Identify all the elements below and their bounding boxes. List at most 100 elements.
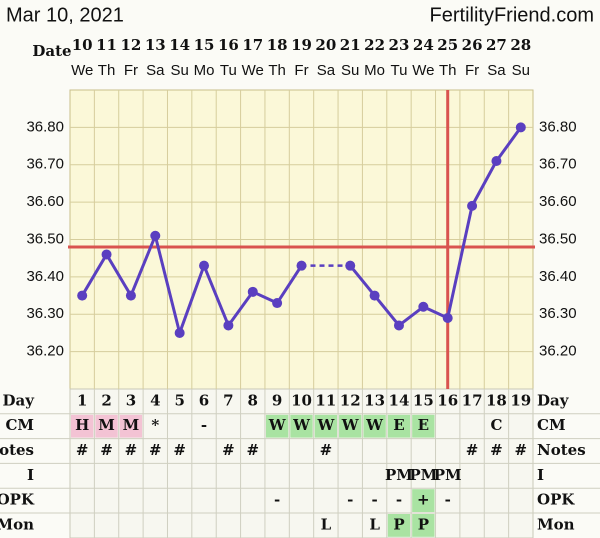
y-tick-label: 36.20 — [26, 343, 64, 360]
row-label: Day — [3, 391, 36, 409]
temperature-point — [369, 290, 380, 301]
table-cell: M — [98, 416, 115, 434]
table-cell: - — [445, 491, 451, 509]
y-tick-label-right: 36.20 — [539, 343, 577, 360]
date-label: 27 — [486, 36, 507, 54]
row-label: I — [27, 466, 34, 484]
table-cell: # — [490, 441, 503, 459]
y-tick-label-right: 36.70 — [539, 156, 577, 173]
table-cell: - — [347, 491, 353, 509]
weekday-label: We — [71, 62, 93, 79]
table-cell: C — [490, 416, 502, 434]
y-tick-label-right: 36.40 — [539, 268, 577, 285]
date-label: 14 — [169, 36, 190, 54]
table-cell: 18 — [486, 391, 507, 409]
temperature-point — [223, 320, 234, 331]
temperature-point — [393, 320, 404, 331]
table-cell: 3 — [126, 391, 136, 409]
temperature-point — [272, 298, 283, 309]
table-cell: 19 — [510, 391, 531, 409]
weekday-label: Sa — [487, 62, 506, 79]
table-cell: PM — [434, 466, 462, 484]
table-cell: 6 — [199, 391, 209, 409]
weekday-label: Th — [98, 62, 116, 79]
cell-highlight — [412, 514, 435, 537]
table-cell: 14 — [389, 391, 410, 409]
cell-highlight — [387, 414, 411, 438]
weekday-label: Su — [512, 62, 530, 79]
weekday-label: Su — [341, 62, 359, 79]
table-cell: # — [125, 441, 138, 459]
table-cell: PM — [409, 466, 437, 484]
temperature-point — [199, 260, 210, 271]
date-label: 15 — [194, 36, 215, 54]
y-tick-label-right: 36.60 — [539, 193, 577, 210]
table-cell: 7 — [223, 391, 233, 409]
temperature-point — [442, 312, 453, 323]
cell-highlight — [387, 514, 411, 537]
table-cell: - — [396, 491, 402, 509]
table-cell: W — [341, 416, 360, 434]
table-cell: # — [173, 441, 186, 459]
table-cell: 11 — [315, 391, 336, 409]
weekday-label: Tu — [390, 62, 407, 79]
y-tick-label: 36.30 — [26, 305, 64, 322]
temperature-point — [125, 290, 136, 301]
table-cell: 8 — [248, 391, 258, 409]
table-cell: L — [321, 515, 332, 533]
table-cell: # — [320, 441, 333, 459]
weekday-label: Su — [170, 62, 188, 79]
row-label: CM — [5, 416, 34, 434]
table-cell: # — [246, 441, 259, 459]
y-tick-label: 36.40 — [26, 268, 64, 285]
date-label: 26 — [462, 36, 483, 54]
table-cell: W — [268, 416, 287, 434]
table-cell: 17 — [462, 391, 483, 409]
table-cell: # — [515, 441, 528, 459]
table-cell: - — [371, 491, 377, 509]
date-label: 11 — [96, 36, 117, 54]
table-cell: 1 — [77, 391, 87, 409]
row-label-right: I — [537, 466, 544, 484]
table-cell: 12 — [340, 391, 361, 409]
table-cell: 15 — [413, 391, 434, 409]
cell-highlight — [290, 414, 313, 438]
table-cell: 2 — [101, 391, 111, 409]
weekday-label: Mo — [364, 62, 385, 79]
weekday-label: We — [242, 62, 264, 79]
weekday-label: Tu — [220, 62, 237, 79]
temperature-point — [296, 260, 307, 271]
y-tick-label-right: 36.50 — [539, 230, 577, 247]
x-axis-label: Date — [32, 42, 71, 60]
site-name: FertilityFriend.com — [430, 4, 594, 26]
temperature-point — [467, 200, 478, 211]
date-label: 17 — [242, 36, 263, 54]
temperature-point — [515, 122, 526, 133]
table-cell: # — [466, 441, 479, 459]
table-cell: # — [222, 441, 235, 459]
date-label: 22 — [364, 36, 385, 54]
table-cell: L — [369, 515, 380, 533]
date-label: 23 — [389, 36, 410, 54]
date-label: 19 — [291, 36, 312, 54]
temperature-point — [247, 286, 258, 297]
date-label: 12 — [120, 36, 141, 54]
row-label-right: Day — [537, 391, 570, 409]
date-label: 18 — [267, 36, 288, 54]
date-label: 10 — [72, 36, 93, 54]
date-label: 16 — [218, 36, 239, 54]
row-label: Notes — [0, 441, 34, 459]
cell-highlight — [119, 414, 143, 438]
table-cell: 9 — [272, 391, 282, 409]
row-label-right: Notes — [537, 441, 586, 459]
table-cell: # — [100, 441, 113, 459]
table-cell: - — [201, 416, 207, 434]
cell-highlight — [95, 414, 118, 438]
y-tick-label-right: 36.30 — [539, 305, 577, 322]
table-cell: P — [418, 515, 429, 533]
weekday-label: Sa — [146, 62, 165, 79]
weekday-label: Fr — [124, 62, 138, 79]
temperature-point — [491, 156, 502, 167]
table-cell: M — [123, 416, 140, 434]
